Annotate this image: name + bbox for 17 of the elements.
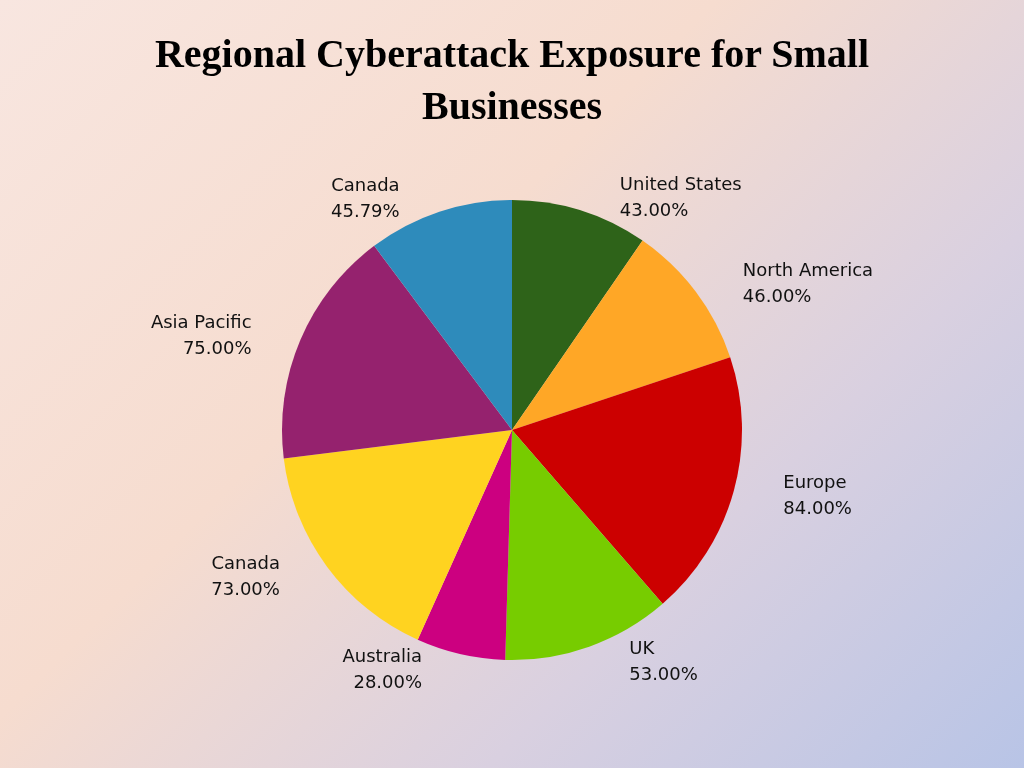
data-label: 46.00% (742, 285, 812, 307)
slice-label: North America (742, 259, 874, 281)
data-label: 84.00% (783, 497, 852, 519)
data-label: 43.00% (619, 198, 689, 220)
slice-label: Asia Pacific (150, 310, 252, 332)
data-label: 53.00% (629, 663, 698, 685)
slice-label: Europe (783, 471, 847, 493)
slice-label: United States (619, 172, 742, 194)
data-label: 73.00% (211, 578, 280, 600)
data-label: 28.00% (353, 671, 423, 693)
slice-label: Canada (211, 552, 280, 574)
slice-label: UK (629, 637, 656, 659)
slice-label: Canada (331, 174, 400, 196)
chart-title: Regional Cyberattack Exposure for Small Businesses (153, 30, 871, 130)
slice-label: Australia (342, 645, 423, 667)
data-label: 45.79% (331, 200, 400, 222)
data-label: 75.00% (182, 336, 252, 358)
